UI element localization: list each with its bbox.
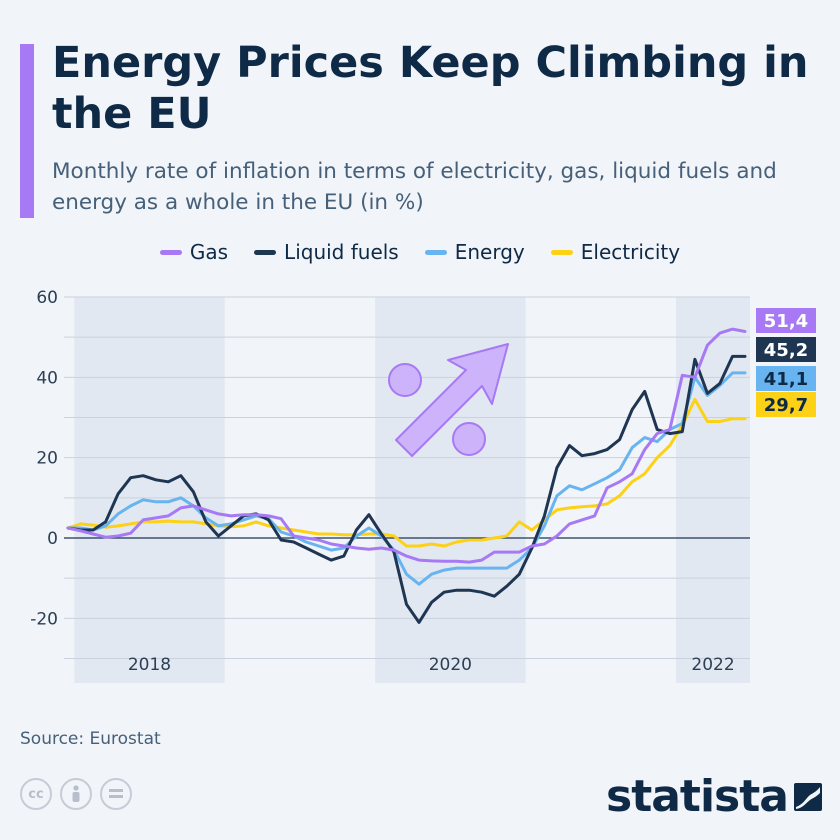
legend-item: Energy xyxy=(424,240,525,264)
percent-arrow-icon xyxy=(388,343,509,457)
y-tick-label: 0 xyxy=(47,529,58,549)
end-value-label: 41,1 xyxy=(764,369,808,390)
y-tick-label: -20 xyxy=(30,609,58,629)
end-label-box xyxy=(756,337,816,362)
legend-label: Liquid fuels xyxy=(284,240,399,264)
end-label-box xyxy=(756,366,816,391)
legend-swatch xyxy=(424,249,447,255)
end-value-label: 29,7 xyxy=(764,395,808,416)
end-value-label: 45,2 xyxy=(764,340,808,361)
series-line-gas xyxy=(66,327,747,564)
series-line-liquid-fuels xyxy=(66,354,747,624)
license-icons: cc xyxy=(20,778,132,810)
statista-logo-icon xyxy=(793,783,822,811)
no-derivatives-icon[interactable] xyxy=(100,778,132,810)
series-line-electricity xyxy=(66,397,747,548)
end-value-label: 51,4 xyxy=(764,311,808,332)
chart-legend: Gas Liquid fuels Energy Electricity xyxy=(0,240,840,264)
y-tick-label: 20 xyxy=(36,449,58,469)
x-tick-label: 2020 xyxy=(429,655,472,675)
legend-swatch xyxy=(159,249,182,255)
legend-item: Gas xyxy=(159,240,229,264)
legend-item: Liquid fuels xyxy=(254,240,399,264)
legend-label: Energy xyxy=(454,240,525,264)
attribution-icon[interactable] xyxy=(60,778,92,810)
legend-label: Electricity xyxy=(580,240,681,264)
legend-label: Gas xyxy=(189,240,229,264)
statista-logo[interactable]: statista xyxy=(606,772,822,822)
x-tick-label: 2018 xyxy=(128,655,171,675)
legend-item: Electricity xyxy=(550,240,681,264)
legend-swatch xyxy=(254,249,277,255)
y-tick-label: 60 xyxy=(36,288,58,308)
series-line-energy xyxy=(66,371,747,586)
x-tick-label: 2022 xyxy=(691,655,734,675)
line-chart: 60 40 20 0 -20 2018 2020 2022 51,4 45,2 41,1 29,7 xyxy=(30,288,816,683)
end-label-box xyxy=(756,392,816,417)
year-band xyxy=(74,297,225,683)
legend-swatch xyxy=(550,249,573,255)
page-title: Energy Prices Keep Climbing in the EU xyxy=(52,38,809,139)
y-tick-label: 40 xyxy=(36,368,58,388)
source-note: Source: Eurostat xyxy=(20,729,161,749)
page-subtitle: Monthly rate of inflation in terms of el… xyxy=(52,159,777,215)
brand-name: statista xyxy=(606,771,789,822)
accent-bar xyxy=(20,44,34,218)
end-label-box xyxy=(756,308,816,333)
cc-icon[interactable]: cc xyxy=(20,778,52,810)
